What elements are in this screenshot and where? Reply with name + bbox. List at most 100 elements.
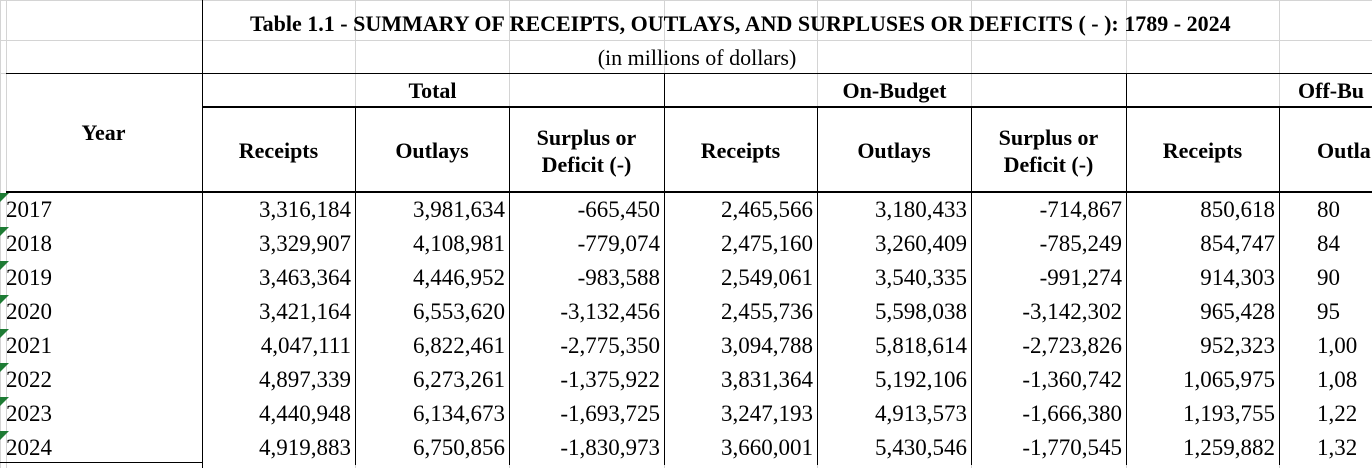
column-header[interactable]: Receipts (1126, 108, 1279, 193)
column-header[interactable]: Receipts (664, 108, 817, 193)
table-cell[interactable]: -1,770,545 (1022, 435, 1122, 460)
table-cell[interactable]: 2,475,160 (721, 231, 813, 256)
table-title[interactable]: Table 1.1 - SUMMARY OF RECEIPTS, OUTLAYS… (250, 10, 1231, 36)
table-cell[interactable]: 6,553,620 (413, 299, 505, 324)
table-cell[interactable]: 5,818,614 (875, 333, 967, 358)
table-cell[interactable]: -1,830,973 (560, 435, 660, 460)
column-header[interactable]: Outlays (355, 108, 509, 193)
border-line (355, 193, 356, 465)
table-cell[interactable]: 5,192,106 (875, 367, 967, 392)
table-cell[interactable]: 1,08 (1317, 367, 1358, 392)
year-cell[interactable]: 2019 (0, 261, 202, 295)
border-line (1279, 106, 1280, 193)
year-label: 2024 (6, 435, 52, 460)
table-cell[interactable]: 1,193,755 (1183, 401, 1275, 426)
table-cell[interactable]: -991,274 (1039, 265, 1122, 290)
table-cell[interactable]: 4,913,573 (875, 401, 967, 426)
year-cell[interactable]: 2022 (0, 363, 202, 397)
group-header-total[interactable]: Total (408, 78, 457, 103)
table-cell[interactable]: 6,750,856 (413, 435, 505, 460)
table-cell[interactable]: 1,065,975 (1183, 367, 1275, 392)
table-cell[interactable]: 4,897,339 (259, 367, 351, 392)
table-cell[interactable]: 80 (1317, 197, 1340, 222)
table-cell[interactable]: 3,660,001 (721, 435, 813, 460)
table-cell[interactable]: 3,180,433 (875, 197, 967, 222)
table-cell[interactable]: 914,303 (1200, 265, 1275, 290)
table-cell[interactable]: 3,540,335 (875, 265, 967, 290)
table-cell[interactable]: 1,00 (1317, 333, 1358, 358)
table-cell[interactable]: 2,465,566 (721, 197, 813, 222)
year-cell[interactable]: 2020 (0, 295, 202, 329)
table-cell[interactable]: 2,549,061 (721, 265, 813, 290)
table-cell[interactable]: 3,094,788 (721, 333, 813, 358)
table-cell[interactable]: 965,428 (1200, 299, 1275, 324)
year-cell[interactable]: 2021 (0, 329, 202, 363)
column-header[interactable]: Receipts (202, 108, 355, 193)
year-cell[interactable]: 2023 (0, 397, 202, 431)
table-cell[interactable]: 3,247,193 (721, 401, 813, 426)
table-cell[interactable]: -2,775,350 (560, 333, 660, 358)
table-cell[interactable]: 95 (1317, 299, 1340, 324)
table-cell[interactable]: -2,723,826 (1022, 333, 1122, 358)
table-cell[interactable]: 5,598,038 (875, 299, 967, 324)
table-cell[interactable]: 850,618 (1200, 197, 1275, 222)
border-line (817, 193, 818, 465)
table-cell[interactable]: -1,693,725 (560, 401, 660, 426)
table-cell[interactable]: 2,455,736 (721, 299, 813, 324)
table-cell[interactable]: 5,430,546 (875, 435, 967, 460)
table-cell[interactable]: 6,273,261 (413, 367, 505, 392)
table-cell[interactable]: 4,919,883 (259, 435, 351, 460)
column-header-line: Receipts (1162, 138, 1243, 163)
table-cell[interactable]: -665,450 (577, 197, 660, 222)
table-cell[interactable]: 6,134,673 (413, 401, 505, 426)
table-cell[interactable]: 3,831,364 (721, 367, 813, 392)
table-cell[interactable]: 3,316,184 (259, 197, 351, 222)
column-header[interactable]: Outlays (817, 108, 971, 193)
year-label: 2019 (6, 265, 52, 290)
table-cell[interactable]: 4,108,981 (413, 231, 505, 256)
table-cell[interactable]: 84 (1317, 231, 1340, 256)
year-header[interactable]: Year (81, 120, 126, 145)
table-cell[interactable]: -714,867 (1039, 197, 1122, 222)
table-cell[interactable]: -785,249 (1039, 231, 1122, 256)
table-cell[interactable]: 1,259,882 (1183, 435, 1275, 460)
column-header[interactable]: Surplus or Deficit (-) (509, 108, 664, 193)
table-cell[interactable]: 4,440,948 (259, 401, 351, 426)
table-cell[interactable]: 3,981,634 (413, 197, 505, 222)
error-indicator-icon (0, 261, 9, 270)
table-cell[interactable]: -779,074 (577, 231, 660, 256)
table-cell[interactable]: -1,375,922 (560, 367, 660, 392)
table-cell[interactable]: 4,446,952 (413, 265, 505, 290)
table-cell[interactable]: 854,747 (1200, 231, 1275, 256)
table-cell[interactable]: 1,32 (1317, 435, 1358, 460)
group-header-on-budget[interactable]: On-Budget (842, 78, 947, 103)
border-line (971, 193, 972, 465)
year-cell[interactable]: 2018 (0, 227, 202, 261)
table-cell[interactable]: 3,421,164 (259, 299, 351, 324)
table-cell[interactable]: -1,666,380 (1022, 401, 1122, 426)
column-header[interactable]: Outla (1279, 108, 1372, 193)
border-line (1279, 193, 1280, 465)
table-cell[interactable]: -3,132,456 (560, 299, 660, 324)
error-indicator-icon (0, 295, 9, 304)
border-line (664, 193, 665, 465)
table-cell[interactable]: 3,260,409 (875, 231, 967, 256)
table-cell[interactable]: -983,588 (577, 265, 660, 290)
table-cell[interactable]: 90 (1317, 265, 1340, 290)
table-cell[interactable]: -3,142,302 (1022, 299, 1122, 324)
border-line (817, 106, 818, 193)
table-subtitle[interactable]: (in millions of dollars) (597, 44, 797, 70)
table-cell[interactable]: 952,323 (1200, 333, 1275, 358)
group-header-off-budget[interactable]: Off-Bu (1298, 78, 1364, 103)
year-cell[interactable]: 2024 (0, 431, 202, 465)
column-header[interactable]: Surplus or Deficit (-) (971, 108, 1126, 193)
table-cell[interactable]: 3,329,907 (259, 231, 351, 256)
table-cell[interactable]: 4,047,111 (260, 333, 351, 358)
table-cell[interactable]: -1,360,742 (1022, 367, 1122, 392)
table-cell[interactable]: 1,22 (1317, 401, 1358, 426)
year-cell[interactable]: 2017 (0, 193, 202, 227)
column-header-line: Deficit (-) (1003, 151, 1094, 177)
border-line (1126, 193, 1127, 465)
table-cell[interactable]: 3,463,364 (259, 265, 351, 290)
table-cell[interactable]: 6,822,461 (413, 333, 505, 358)
